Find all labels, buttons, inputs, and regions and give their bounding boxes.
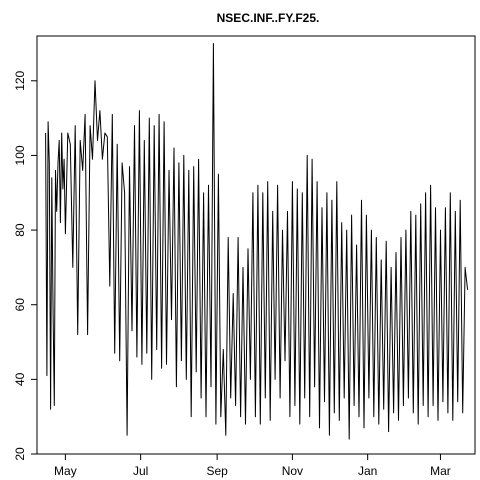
x-tick-label: Jul: [133, 464, 148, 478]
plot-area-frame: [36, 35, 476, 455]
x-tick-label: Jan: [358, 464, 377, 478]
x-tick-label: Mar: [430, 464, 451, 478]
y-tick-label: 60: [13, 298, 27, 312]
y-tick-label: 120: [13, 70, 27, 90]
y-tick-label: 100: [13, 145, 27, 165]
x-axis: May Jul Sep Nov Jan Mar: [54, 454, 451, 478]
x-tick-label: May: [54, 464, 77, 478]
y-tick-label: 80: [13, 223, 27, 237]
y-tick-label: 20: [13, 447, 27, 461]
series-layer: [45, 43, 469, 440]
x-tick-label: Nov: [282, 464, 303, 478]
x-tick-label: Sep: [206, 464, 228, 478]
chart-title: NSEC.INF..FY.F25.: [217, 11, 320, 25]
series-line: [45, 43, 469, 440]
y-axis: 20 40 60 80 100 120: [13, 70, 37, 461]
y-tick-label: 40: [13, 372, 27, 386]
